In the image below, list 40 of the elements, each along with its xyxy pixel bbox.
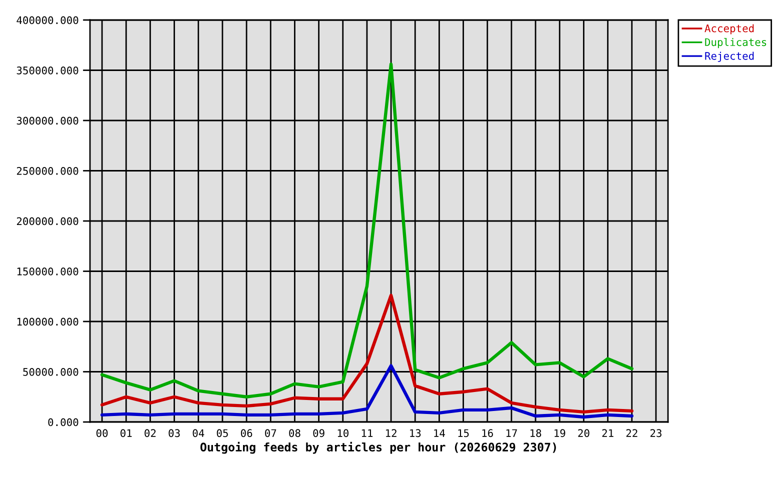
line-series [100, 364, 634, 419]
y-tick-label: 0.000 [48, 418, 78, 426]
legend-label: Rejected [705, 52, 754, 62]
x-tick-label: 02 [144, 429, 156, 438]
line-series [100, 62, 634, 398]
y-tick-label: 250000.000 [16, 167, 78, 175]
x-tick-label: 06 [240, 429, 252, 438]
x-tick-label: 11 [362, 429, 373, 437]
x-tick-label: 19 [554, 429, 566, 438]
y-tick-label: 400000.000 [16, 16, 78, 24]
x-tick-label: 16 [482, 429, 493, 438]
x-tick-label: 08 [289, 429, 300, 438]
x-tick-label: 21 [602, 429, 614, 437]
y-tick-label: 350000.000 [16, 66, 78, 74]
x-tick-label: 10 [338, 429, 348, 438]
y-tick-label: 300000.000 [16, 116, 78, 125]
x-tick-label: 14 [434, 429, 445, 437]
x-tick-label: 15 [458, 429, 469, 438]
line-series [100, 294, 634, 414]
x-axis-title: Outgoing feeds by articles per hour (20260629 2307) [200, 442, 556, 454]
x-tick-label: 00 [96, 429, 108, 438]
x-tick-label: 03 [168, 429, 180, 438]
x-tick-label: 17 [506, 429, 517, 437]
x-tick-label: 09 [313, 429, 324, 438]
y-tick-label: 50000.000 [23, 368, 78, 376]
x-tick-label: 22 [626, 429, 638, 437]
x-tick-label: 05 [216, 429, 228, 438]
legend-label: Accepted [704, 24, 754, 34]
x-tick-label: 04 [192, 429, 204, 438]
x-tick-label: 20 [578, 429, 590, 438]
x-tick-label: 13 [410, 429, 421, 438]
legend-label: Duplicates [705, 38, 766, 48]
x-tick-label: 12 [386, 429, 396, 437]
x-tick-label: 23 [650, 429, 662, 438]
y-tick-label: 200000.000 [16, 217, 78, 226]
y-tick-label: 100000.000 [17, 318, 78, 326]
x-tick-label: 18 [530, 429, 542, 438]
y-tick-label: 150000.000 [17, 268, 78, 276]
x-tick-label: 07 [265, 429, 276, 438]
x-tick-label: 01 [120, 429, 132, 438]
